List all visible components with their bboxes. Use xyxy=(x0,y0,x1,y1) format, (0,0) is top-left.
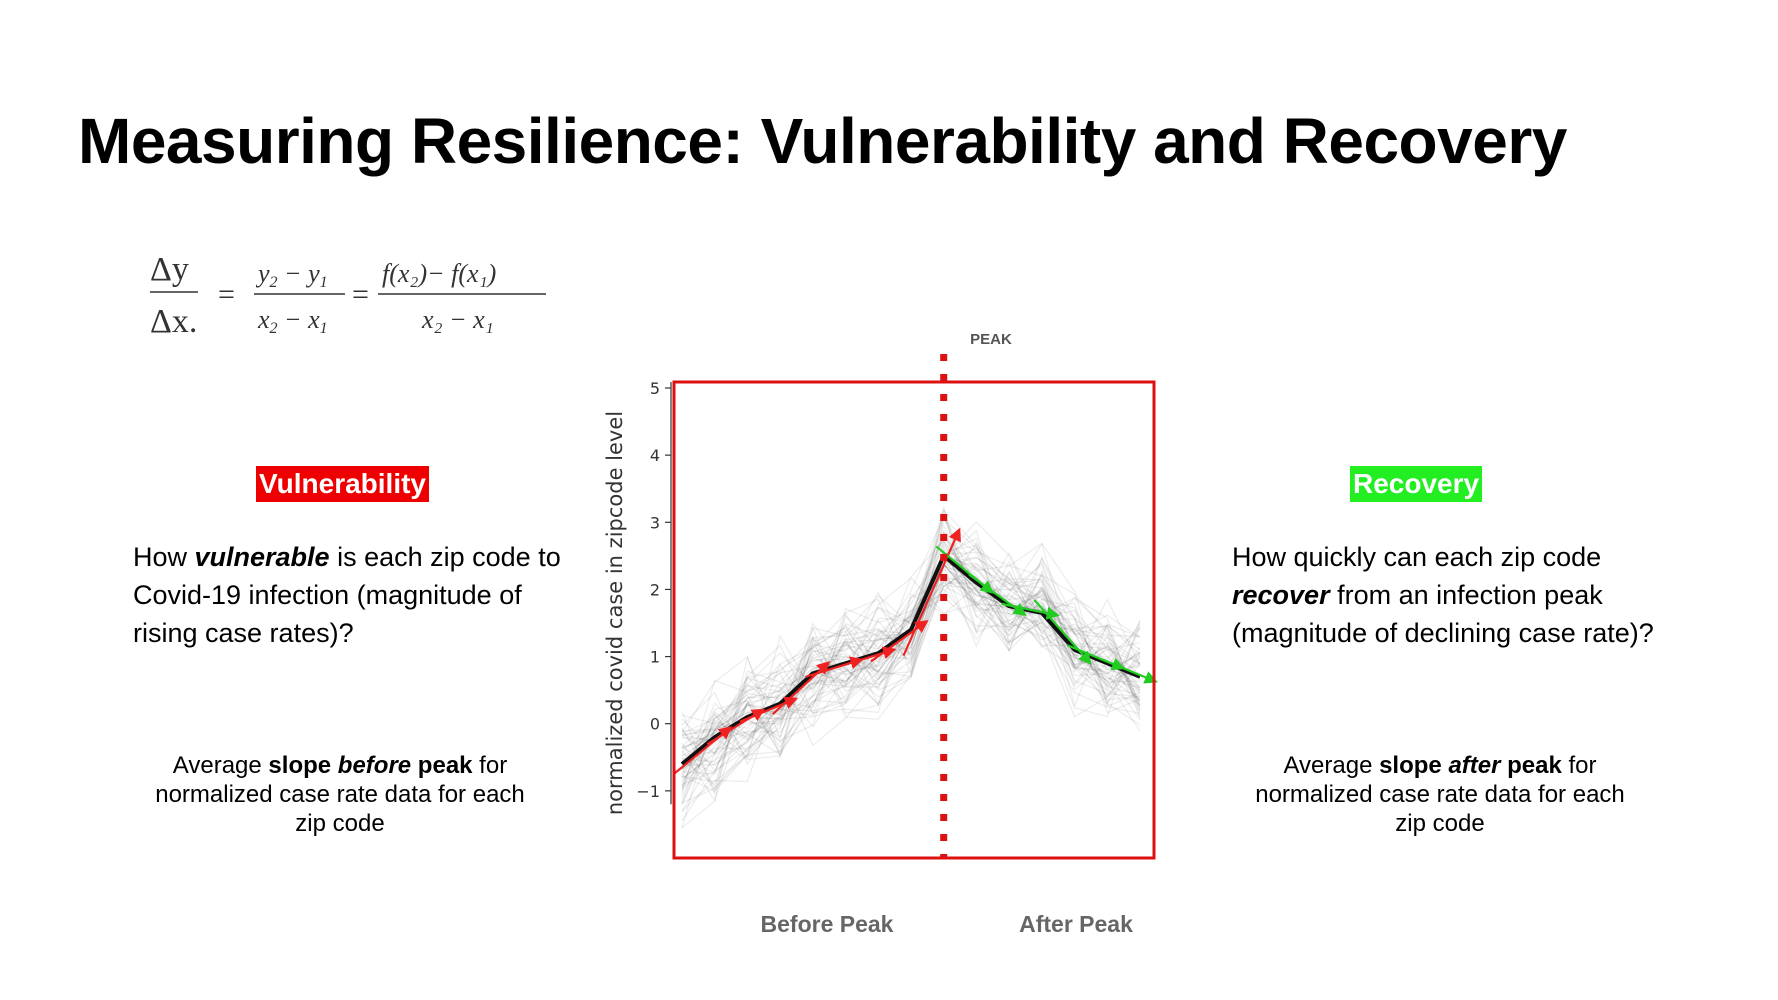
vulnerability-question: How vulnerable is each zip code to Covid… xyxy=(133,542,561,648)
recovery-slope-arrow xyxy=(1001,602,1060,620)
y-tick-label: −1 xyxy=(636,782,660,801)
recovery-note: Average slope after peak for normalized … xyxy=(1255,752,1625,837)
chart-frame xyxy=(672,380,1156,860)
vulnerability-slope-arrow xyxy=(902,527,961,657)
trace-line xyxy=(681,584,1141,770)
y-tick-label: 0 xyxy=(650,715,660,734)
vulnerability-note: Average slope before peak for normalized… xyxy=(155,752,525,837)
page-title: Measuring Resilience: Vulnerability and … xyxy=(78,105,1567,177)
trace-line xyxy=(681,543,1141,760)
formula-equals-2: = xyxy=(352,278,369,311)
trace-line xyxy=(681,563,1141,738)
recovery-slope-arrow xyxy=(1099,657,1158,684)
trace-line xyxy=(681,530,1141,766)
y-tick-label: 5 xyxy=(650,379,660,398)
formula-rhs-numerator: f(x₂)− f(x₁) xyxy=(382,259,496,288)
vulnerability-slope-arrow xyxy=(771,660,831,715)
y-tick-label: 2 xyxy=(650,580,660,599)
trace-line xyxy=(681,556,1141,772)
y-tick-label: 3 xyxy=(650,513,660,532)
trace-line xyxy=(681,542,1141,790)
trace-line xyxy=(681,556,1141,797)
recovery-slope-arrow xyxy=(1033,599,1092,665)
trace-line xyxy=(681,554,1141,787)
y-axis-label: normalized covid case in zipcode level xyxy=(603,411,627,815)
trace-line xyxy=(681,545,1141,806)
recovery-badge: Recovery xyxy=(1350,466,1483,502)
vulnerability-badge: Vulnerability xyxy=(256,466,430,502)
peak-label: PEAK xyxy=(970,331,1012,348)
trace-line xyxy=(681,584,1141,786)
trace-line xyxy=(681,556,1141,792)
trace-line xyxy=(681,565,1141,736)
trace-line xyxy=(681,514,1141,735)
case-rate-chart: 5 4 3 2 1 0 −1 normalized covid case in zipcod… xyxy=(600,320,1200,950)
formula-equals-1: = xyxy=(218,278,235,311)
recovery-question: How quickly can each zip code recover fr… xyxy=(1232,542,1654,648)
trace-line xyxy=(681,555,1141,754)
before-peak-label: Before Peak xyxy=(761,911,894,937)
trace-line xyxy=(681,577,1141,766)
trace-line xyxy=(681,574,1141,788)
slope-formula: Δy Δx. = y2 − y1 x2 − x1 = f(x₂)− f(x₁) … xyxy=(150,248,550,348)
after-peak-label: After Peak xyxy=(1019,911,1133,937)
formula-rhs-denominator: x₂ − x₁ xyxy=(421,305,494,334)
formula-lhs-denominator: Δx. xyxy=(150,303,197,340)
trace-line xyxy=(681,554,1141,775)
case-rate-chart-svg: 5 4 3 2 1 0 −1 normalized covid case in zipcod… xyxy=(603,331,1158,937)
trace-line xyxy=(681,596,1141,761)
trace-line xyxy=(681,517,1141,829)
y-tick-label: 4 xyxy=(650,446,660,465)
y-tick-label: 1 xyxy=(650,648,660,667)
svg-text:x2 − x1: x2 − x1 xyxy=(257,305,328,337)
trace-line xyxy=(681,539,1141,755)
trace-line xyxy=(681,537,1141,736)
trace-line xyxy=(681,572,1141,756)
svg-text:y2 − y1: y2 − y1 xyxy=(255,259,328,291)
trace-line xyxy=(681,553,1141,770)
trace-line xyxy=(681,566,1141,755)
trace-line xyxy=(681,557,1141,725)
trace-line xyxy=(681,523,1141,784)
formula-lhs-numerator: Δy xyxy=(150,251,189,288)
trace-line xyxy=(681,562,1141,774)
vulnerability-slope-arrow xyxy=(870,619,929,663)
trace-line xyxy=(681,531,1141,743)
